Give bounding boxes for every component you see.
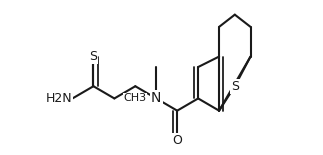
Text: O: O: [172, 134, 182, 147]
Text: N: N: [151, 91, 162, 105]
Text: S: S: [89, 50, 98, 63]
Text: CH3: CH3: [123, 93, 147, 103]
Text: H2N: H2N: [46, 92, 72, 105]
Text: S: S: [231, 80, 239, 93]
